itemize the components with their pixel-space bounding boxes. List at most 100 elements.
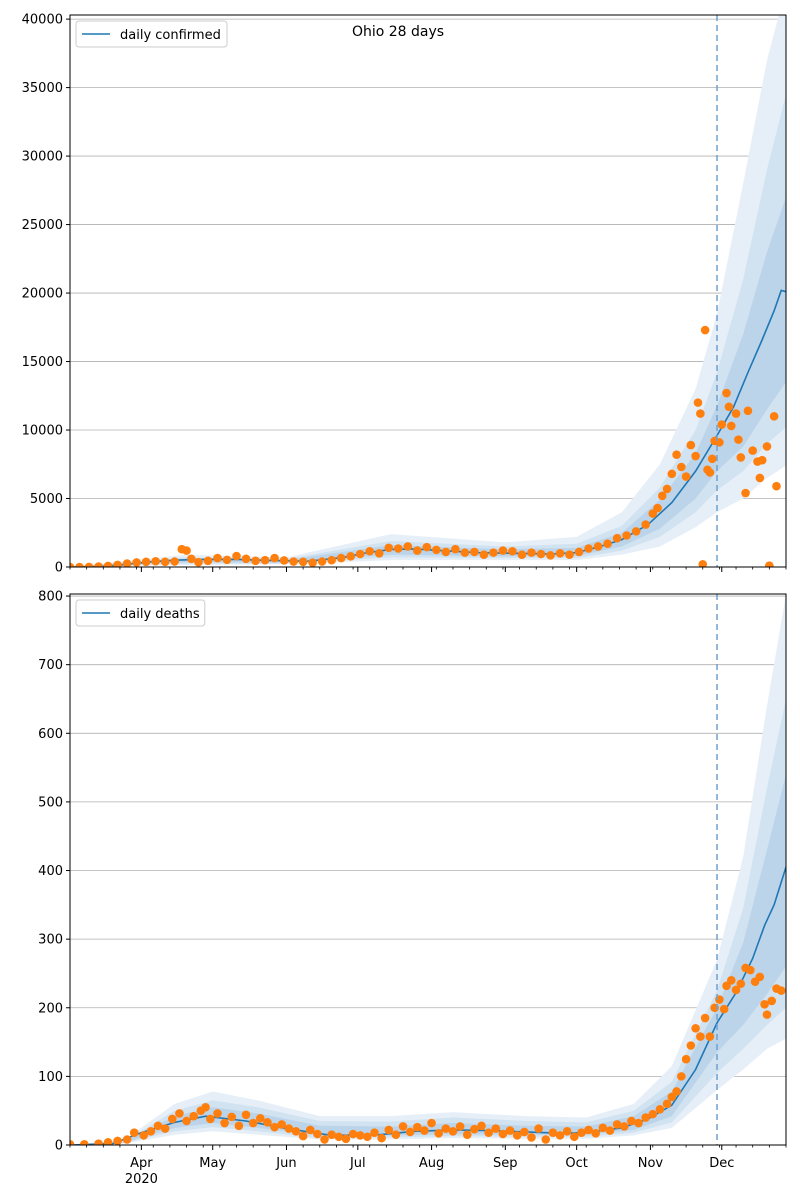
observed-point bbox=[693, 398, 703, 407]
axes-frame bbox=[69, 14, 787, 568]
observed-point bbox=[434, 1129, 444, 1138]
observed-point bbox=[577, 1128, 586, 1137]
observed-point bbox=[755, 473, 765, 483]
observed-point bbox=[432, 545, 441, 555]
observed-point bbox=[691, 1024, 700, 1033]
observed-point bbox=[403, 542, 413, 551]
observed-point bbox=[398, 1122, 408, 1131]
y-tick-label: 5000 bbox=[30, 492, 63, 507]
observed-point bbox=[346, 552, 355, 561]
observed-point bbox=[736, 979, 746, 989]
observed-point bbox=[305, 1125, 315, 1135]
observed-point bbox=[422, 542, 432, 552]
observed-point bbox=[241, 554, 251, 564]
uncertainty-band-outer bbox=[70, 594, 786, 1145]
observed-point bbox=[555, 1131, 565, 1140]
observed-point bbox=[203, 556, 213, 566]
observed-point bbox=[103, 1137, 113, 1145]
observed-point bbox=[384, 543, 394, 553]
observed-point bbox=[677, 1072, 686, 1081]
observed-point bbox=[175, 1109, 184, 1118]
observed-point bbox=[365, 546, 375, 556]
observed-point bbox=[698, 559, 708, 567]
observed-point bbox=[477, 1121, 486, 1131]
y-tick-label: 25000 bbox=[22, 218, 63, 233]
legend: daily deaths bbox=[75, 599, 206, 627]
observed-point bbox=[291, 1126, 301, 1136]
y-tick-label: 0 bbox=[55, 561, 63, 576]
observed-point bbox=[441, 547, 451, 557]
observed-point bbox=[569, 1132, 579, 1142]
observed-point bbox=[334, 1132, 344, 1142]
observed-point bbox=[655, 1105, 665, 1114]
observed-point bbox=[760, 1000, 769, 1009]
observed-point bbox=[536, 549, 546, 559]
observed-point bbox=[508, 546, 517, 556]
y-tick-label: 500 bbox=[38, 795, 63, 810]
observed-point bbox=[681, 472, 691, 481]
observed-point bbox=[405, 1127, 415, 1137]
observed-point bbox=[201, 1102, 210, 1112]
observed-point bbox=[722, 388, 731, 398]
observed-point bbox=[681, 1054, 691, 1064]
observed-point bbox=[420, 1126, 429, 1135]
observed-point bbox=[122, 559, 132, 567]
observed-point bbox=[160, 1124, 170, 1133]
observed-point bbox=[755, 972, 765, 982]
observed-point bbox=[489, 548, 498, 557]
observed-point bbox=[520, 1127, 529, 1137]
observed-point bbox=[167, 1114, 177, 1124]
observed-point bbox=[270, 1122, 279, 1132]
observed-point bbox=[455, 1122, 465, 1131]
observed-point bbox=[641, 520, 650, 529]
observed-point bbox=[84, 562, 94, 567]
y-tick-label: 15000 bbox=[22, 355, 63, 370]
x-tick-label: Aug bbox=[419, 1156, 444, 1171]
observed-point bbox=[320, 1135, 329, 1144]
observed-point bbox=[427, 1118, 436, 1128]
observed-point bbox=[232, 551, 241, 561]
observed-point bbox=[441, 1124, 451, 1133]
observed-point bbox=[234, 1121, 244, 1131]
observed-point bbox=[696, 409, 705, 418]
observed-point bbox=[662, 484, 672, 494]
observed-point bbox=[94, 562, 103, 567]
y-tick-label: 600 bbox=[38, 727, 63, 742]
observed-point bbox=[182, 546, 191, 555]
x-tick-label: Sep bbox=[493, 1156, 518, 1171]
observed-point bbox=[565, 550, 574, 559]
observed-point bbox=[672, 1087, 681, 1096]
observed-point bbox=[279, 556, 289, 565]
observed-point bbox=[377, 1133, 386, 1143]
observed-point bbox=[686, 1041, 696, 1050]
observed-point bbox=[584, 544, 593, 553]
observed-point bbox=[662, 1099, 672, 1109]
observed-point bbox=[289, 557, 298, 566]
observed-point bbox=[393, 544, 403, 553]
observed-point bbox=[363, 1132, 372, 1142]
observed-point bbox=[70, 1140, 75, 1145]
observed-point bbox=[505, 1126, 515, 1135]
observed-point bbox=[298, 557, 308, 567]
x-tick-label: Apr bbox=[130, 1156, 153, 1171]
observed-point bbox=[700, 1013, 710, 1023]
x-tick-label: Dec bbox=[709, 1156, 734, 1171]
observed-point bbox=[555, 549, 565, 558]
observed-point bbox=[772, 481, 781, 491]
y-tick-label: 30000 bbox=[22, 150, 63, 165]
observed-point bbox=[686, 440, 696, 450]
y-tick-label: 800 bbox=[38, 590, 63, 605]
legend-label: daily deaths bbox=[120, 607, 200, 622]
observed-point bbox=[748, 446, 757, 455]
observed-point bbox=[222, 555, 232, 565]
observed-point bbox=[734, 435, 743, 444]
observed-point bbox=[370, 1128, 379, 1137]
observed-point bbox=[336, 553, 346, 563]
observed-point bbox=[705, 468, 715, 477]
observed-point bbox=[220, 1118, 229, 1128]
x-tick-label: Jul bbox=[349, 1156, 366, 1171]
observed-point bbox=[574, 547, 584, 557]
observed-point bbox=[141, 557, 151, 567]
